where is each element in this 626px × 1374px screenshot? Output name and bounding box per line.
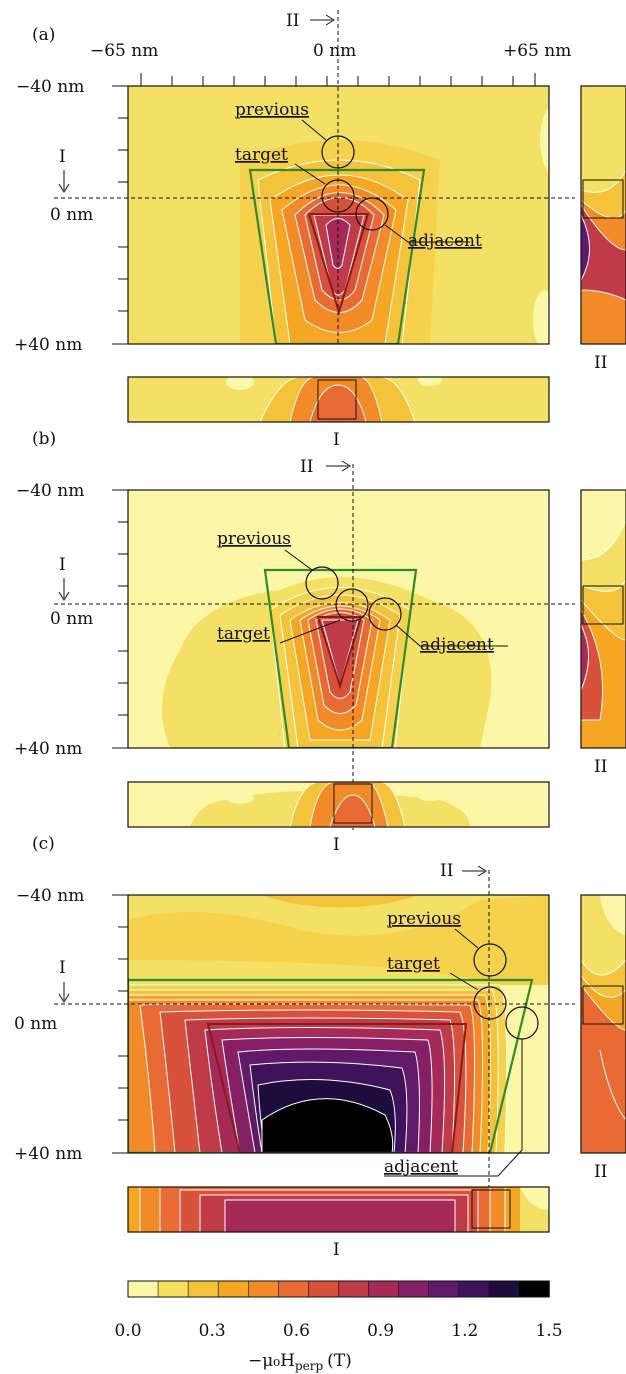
panel-b-field <box>128 490 549 748</box>
section-II-caption: II <box>594 353 607 373</box>
x-tick-right: +65 nm <box>503 41 571 61</box>
y-tick-mid: 0 nm <box>14 1014 57 1034</box>
y-tick-marks <box>112 489 128 749</box>
panel-b: (b) −40 nm 0 nm +40 nm I II <box>14 429 626 855</box>
section-I-caption: I <box>333 835 340 855</box>
y-tick-top: −40 nm <box>16 886 84 906</box>
colorbar-ticks: 0.0 0.3 0.6 0.9 1.2 1.5 <box>114 1321 562 1341</box>
adjacent-label: adjacent <box>384 1157 458 1177</box>
y-tick-mid: 0 nm <box>50 205 93 225</box>
panel-b-label: (b) <box>32 429 56 449</box>
y-tick-marks <box>112 85 128 345</box>
panel-a: (a) −65 nm 0 nm +65 nm −40 nm 0 nm +40 n… <box>14 10 626 450</box>
colorbar-swatch <box>398 1280 430 1298</box>
y-tick-bottom: +40 nm <box>14 1144 82 1164</box>
colorbar-swatch <box>217 1280 250 1298</box>
previous-circle <box>305 566 339 600</box>
marker-II-label: II <box>440 861 453 881</box>
y-tick-top: −40 nm <box>16 481 84 501</box>
colorbar-swatches <box>127 1280 550 1298</box>
panel-c-section-II <box>581 895 626 1153</box>
target-label: target <box>387 954 440 974</box>
target-circle <box>473 986 507 1020</box>
colorbar-swatch <box>308 1280 340 1298</box>
previous-label: previous <box>217 529 291 549</box>
section-I-caption: I <box>333 430 340 450</box>
colorbar-swatch <box>428 1280 460 1298</box>
panel-c-label: (c) <box>32 834 55 854</box>
adjacent-circle <box>368 597 402 631</box>
previous-label: previous <box>235 100 309 120</box>
target-label: target <box>235 145 288 165</box>
target-circle <box>335 588 369 622</box>
colorbar-label: −μ₀Hperp (T) <box>248 1351 352 1373</box>
panel-a-section-I <box>128 377 549 422</box>
panel-a-section-II <box>581 86 626 344</box>
panel-a-field <box>128 86 549 344</box>
marker-I-label: I <box>59 958 66 978</box>
target-label: target <box>217 624 270 644</box>
colorbar-tick-label: 0.0 <box>114 1321 141 1341</box>
y-tick-mid: 0 nm <box>50 609 93 629</box>
panel-c-field <box>128 895 549 1153</box>
x-tick-marks <box>140 73 536 86</box>
colorbar-tick-label: 0.9 <box>367 1321 394 1341</box>
colorbar-swatch <box>518 1280 550 1298</box>
colorbar-swatch <box>157 1280 189 1298</box>
panel-c-section-I <box>128 1187 549 1232</box>
previous-label: previous <box>387 909 461 929</box>
colorbar-swatch <box>278 1280 310 1298</box>
colorbar-swatch <box>187 1280 220 1298</box>
x-tick-left: −65 nm <box>90 41 158 61</box>
section-II-caption: II <box>594 757 607 777</box>
panel-c: (c) −40 nm 0 nm +40 nm <box>14 834 626 1260</box>
section-II-caption: II <box>594 1162 607 1182</box>
section-I-caption: I <box>333 1240 340 1260</box>
panel-b-section-II <box>581 490 626 748</box>
adjacent-label: adjacent <box>408 231 482 251</box>
colorbar-tick-label: 0.6 <box>283 1321 310 1341</box>
marker-I-label: I <box>59 147 66 167</box>
colorbar-swatch <box>247 1280 280 1298</box>
colorbar-tick-label: 1.5 <box>535 1321 562 1341</box>
y-tick-bottom: +40 nm <box>14 335 82 355</box>
colorbar-tick-label: 1.2 <box>451 1321 478 1341</box>
y-tick-top: −40 nm <box>16 77 84 97</box>
colorbar: 0.0 0.3 0.6 0.9 1.2 1.5 −μ₀Hperp (T) <box>114 1280 563 1373</box>
colorbar-swatch <box>458 1280 490 1298</box>
previous-circle <box>473 943 507 977</box>
adjacent-circle <box>355 197 389 231</box>
colorbar-swatch <box>338 1280 370 1298</box>
marker-II-label: II <box>286 11 299 31</box>
marker-I-label: I <box>59 555 66 575</box>
previous-circle <box>321 135 355 169</box>
colorbar-swatch <box>127 1280 159 1298</box>
adjacent-label: adjacent <box>420 635 494 655</box>
panel-a-label: (a) <box>32 25 55 45</box>
y-tick-marks <box>112 894 128 1154</box>
colorbar-swatch <box>488 1280 520 1298</box>
marker-II-label: II <box>300 457 313 477</box>
colorbar-swatch <box>368 1280 400 1298</box>
colorbar-tick-label: 0.3 <box>199 1321 226 1341</box>
x-tick-center: 0 nm <box>313 41 356 61</box>
panel-b-section-I <box>128 782 549 827</box>
target-circle <box>321 179 355 213</box>
y-tick-bottom: +40 nm <box>14 739 82 759</box>
